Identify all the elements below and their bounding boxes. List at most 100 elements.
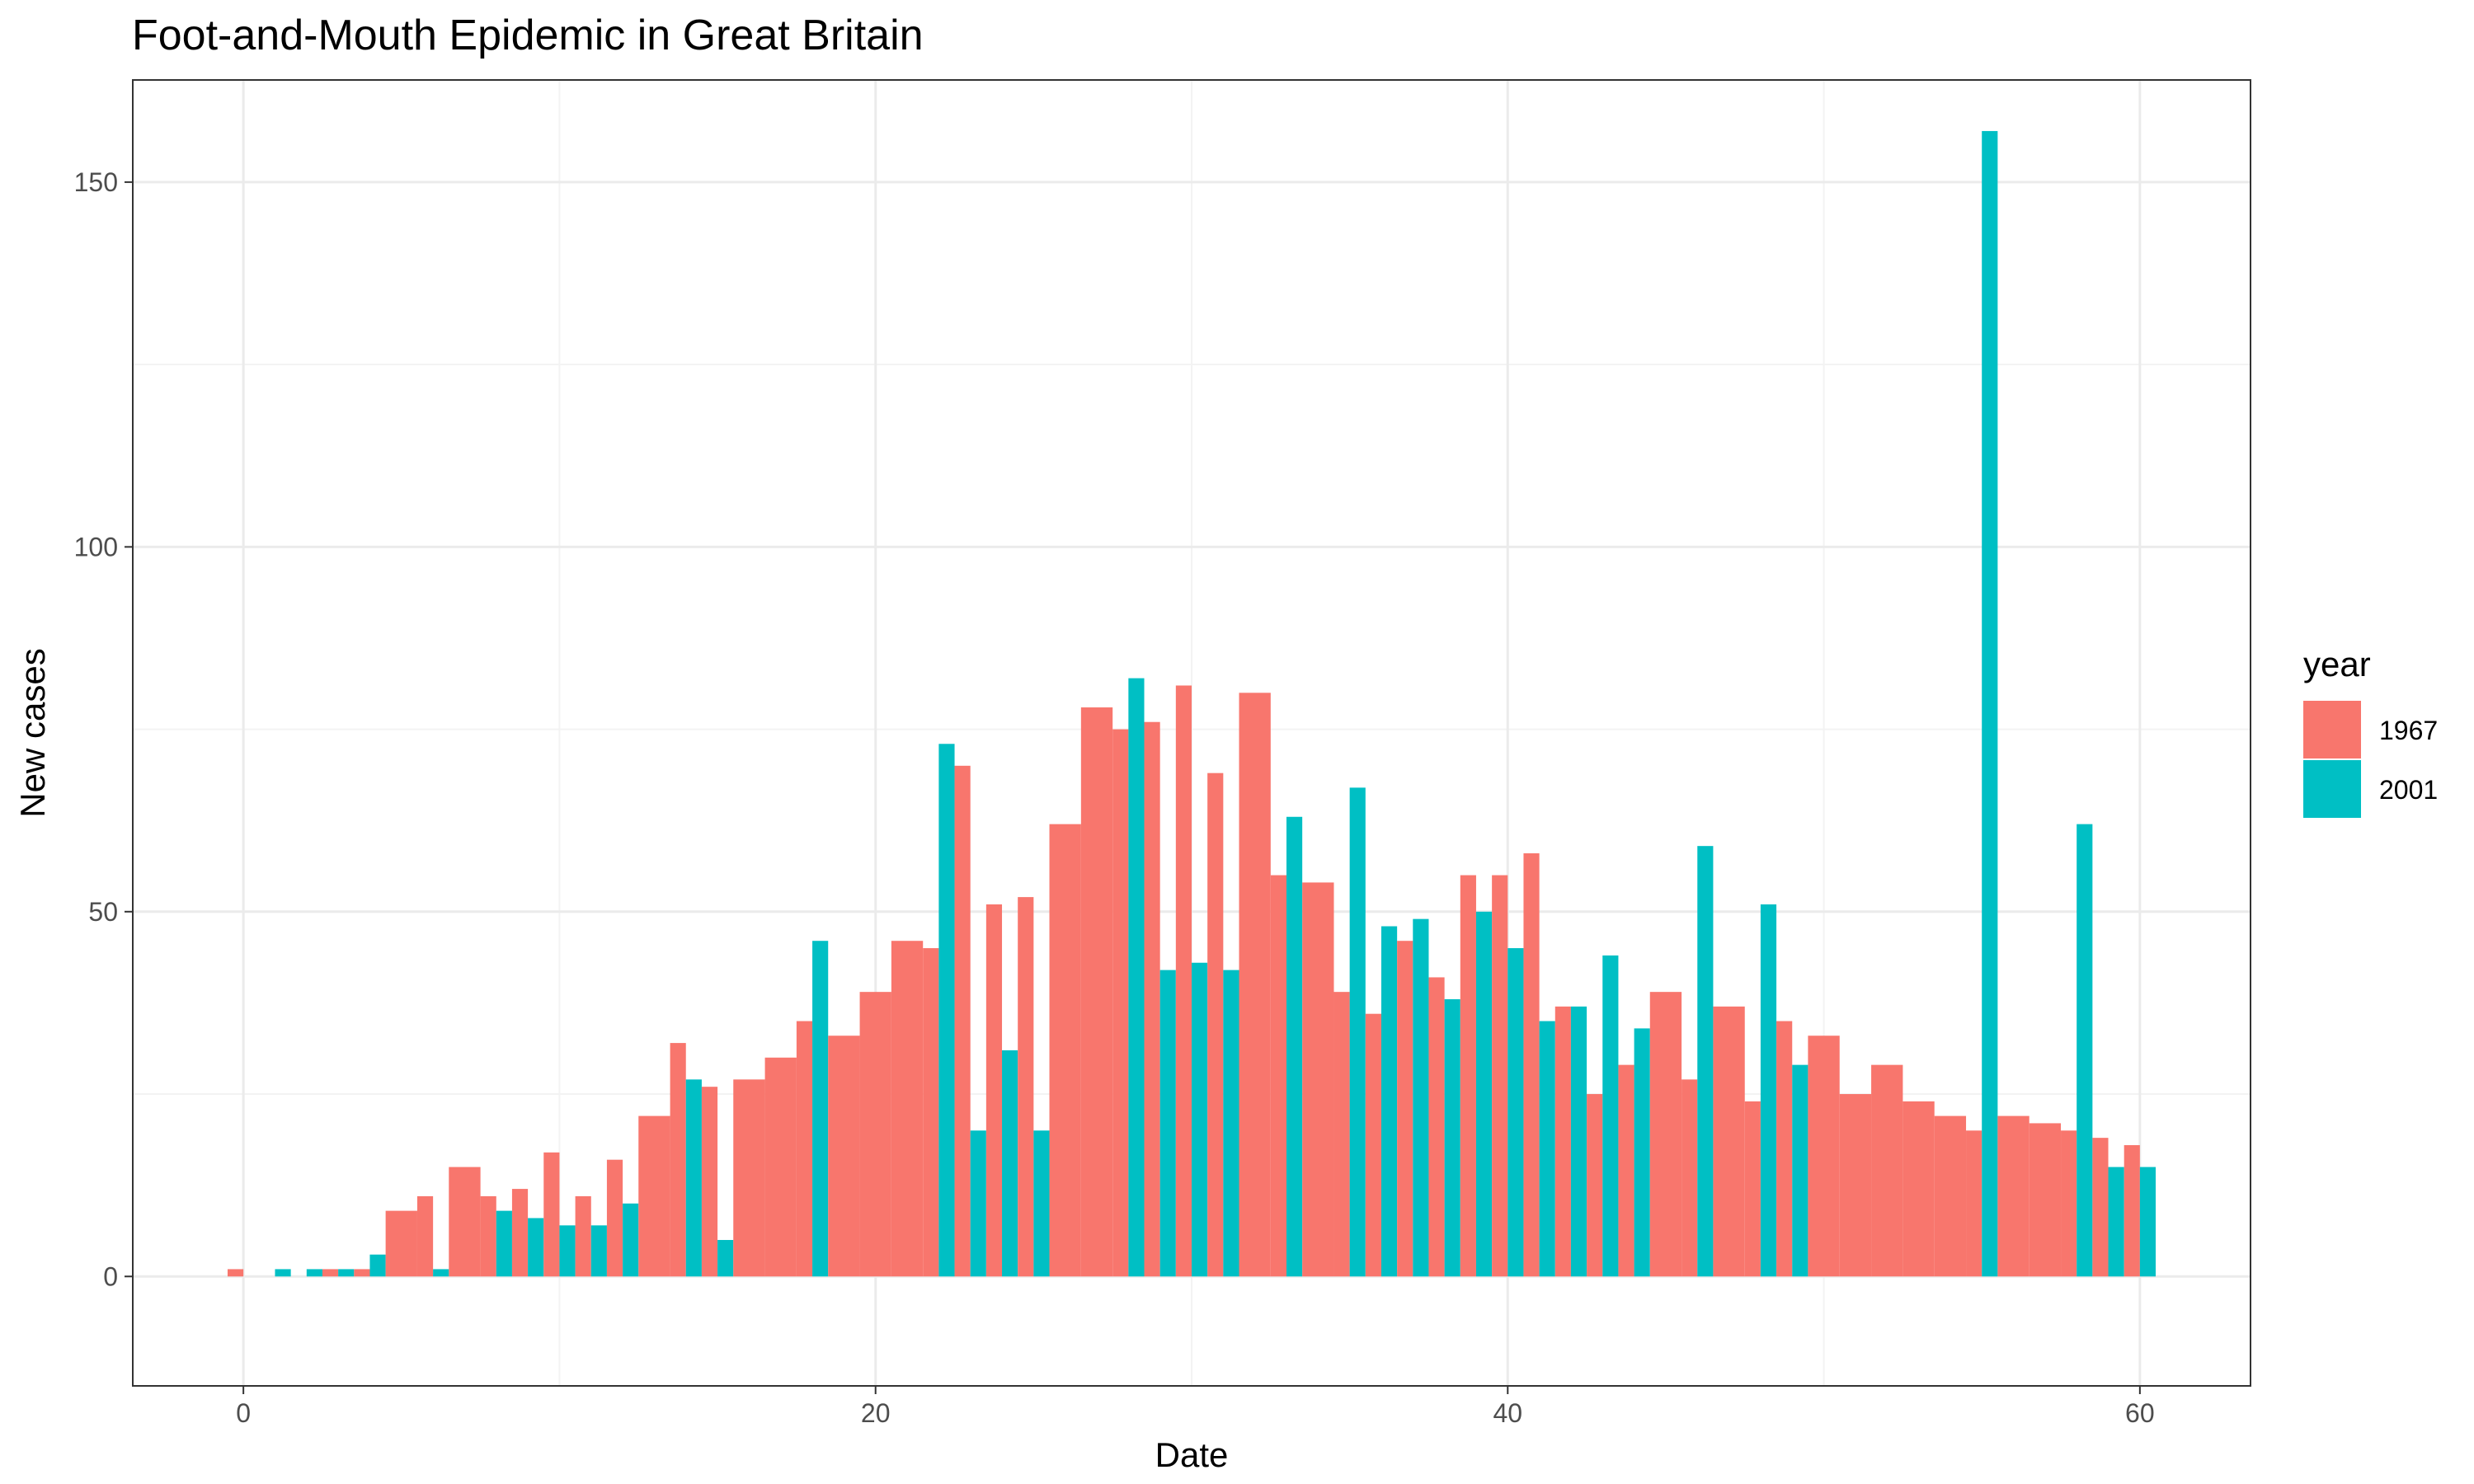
x-tick-label: 60 — [2125, 1398, 2155, 1428]
bars — [227, 130, 2157, 1277]
x-tick-label: 20 — [861, 1398, 891, 1428]
bar-1967 — [1934, 1115, 1967, 1277]
bar-2001 — [685, 1079, 702, 1277]
bar-1967 — [227, 1269, 244, 1277]
bar-1967 — [1270, 875, 1286, 1277]
bar-2001 — [2139, 1167, 2157, 1277]
y-tick-label: 150 — [74, 167, 118, 197]
bar-1967 — [322, 1269, 339, 1277]
bar-1967 — [1302, 882, 1334, 1277]
bar-2001 — [528, 1218, 544, 1277]
bar-1967 — [543, 1152, 560, 1277]
bar-1967 — [2124, 1144, 2140, 1277]
bar-1967 — [416, 1195, 434, 1277]
bar-1967 — [449, 1167, 481, 1277]
bar-1967 — [1365, 1013, 1381, 1277]
bar-2001 — [1634, 1028, 1650, 1277]
bar-1967 — [2092, 1138, 2109, 1277]
bar-2001 — [1507, 948, 1524, 1277]
bar-1967 — [2061, 1130, 2077, 1277]
legend-key-1967 — [2303, 701, 2361, 758]
chart-title: Foot-and-Mouth Epidemic in Great Britain — [132, 12, 924, 59]
bar-1967 — [575, 1195, 591, 1277]
bar-1967 — [1871, 1064, 1903, 1277]
bar-2001 — [1760, 904, 1777, 1277]
x-tick-label: 0 — [236, 1398, 251, 1428]
bar-1967 — [701, 1087, 718, 1277]
bar-1967 — [891, 941, 924, 1277]
bar-1967 — [1523, 853, 1540, 1277]
bar-1967 — [796, 1021, 813, 1277]
bar-1967 — [1018, 897, 1034, 1277]
bar-2001 — [306, 1269, 322, 1277]
bar-2001 — [1982, 130, 1998, 1277]
bar-1967 — [1744, 1101, 1761, 1277]
bar-2001 — [1349, 787, 1366, 1277]
bar-1967 — [1333, 992, 1350, 1277]
bar-2001 — [1475, 911, 1493, 1277]
bar-1967 — [2029, 1123, 2062, 1277]
bar-2001 — [2108, 1167, 2124, 1277]
bar-2001 — [1192, 962, 1208, 1277]
bar-2001 — [496, 1210, 512, 1277]
bar-2001 — [1602, 955, 1619, 1277]
bar-1967 — [1460, 875, 1476, 1277]
bar-1967 — [828, 1036, 860, 1277]
bar-1967 — [1080, 707, 1113, 1277]
bar-2001 — [938, 744, 955, 1277]
bar-2001 — [338, 1269, 355, 1277]
x-axis-title: Date — [1155, 1435, 1229, 1474]
bar-2001 — [433, 1269, 449, 1277]
bar-1967 — [1997, 1115, 2030, 1277]
bar-2001 — [717, 1240, 734, 1277]
bar-1967 — [859, 992, 891, 1277]
legend-label-2001: 2001 — [2379, 775, 2438, 805]
bar-1967 — [1428, 977, 1445, 1277]
y-tick-label: 100 — [74, 532, 118, 561]
axes: 0 50 100 150 0 20 40 60 — [74, 167, 2155, 1428]
bar-1967 — [1049, 824, 1081, 1277]
bar-2001 — [369, 1254, 386, 1277]
bar-1967 — [1839, 1094, 1872, 1277]
bar-2001 — [1697, 846, 1714, 1277]
bar-1967 — [1175, 685, 1192, 1277]
bar-2001 — [623, 1203, 639, 1277]
bar-1967 — [733, 1079, 765, 1277]
bar-2001 — [275, 1269, 291, 1277]
bar-1967 — [1681, 1079, 1698, 1277]
bar-1967 — [923, 948, 939, 1277]
bar-2001 — [1033, 1130, 1050, 1277]
bar-1967 — [480, 1195, 496, 1277]
bar-2001 — [1223, 970, 1239, 1277]
bar-1967 — [1554, 1006, 1571, 1277]
legend: year 1967 2001 — [2303, 645, 2438, 818]
bar-1967 — [1618, 1064, 1634, 1277]
bar-2001 — [1413, 918, 1429, 1277]
bar-2001 — [1286, 816, 1303, 1277]
bar-1967 — [1808, 1036, 1840, 1277]
legend-label-1967: 1967 — [2379, 716, 2438, 745]
bar-1967 — [1239, 693, 1271, 1277]
bar-1967 — [1207, 773, 1224, 1277]
bar-1967 — [511, 1189, 529, 1277]
bar-2001 — [590, 1225, 607, 1277]
bar-2001 — [1539, 1021, 1555, 1277]
bar-2001 — [1570, 1006, 1587, 1277]
bar-1967 — [670, 1043, 686, 1277]
bar-2001 — [2077, 824, 2093, 1277]
bar-2001 — [1444, 998, 1460, 1277]
bar-1967 — [606, 1159, 623, 1277]
bar-2001 — [1380, 926, 1398, 1277]
bar-1967 — [1903, 1101, 1935, 1277]
x-tick-label: 40 — [1493, 1398, 1522, 1428]
bar-1967 — [1112, 729, 1129, 1277]
bar-1967 — [1713, 1006, 1745, 1277]
bar-1967 — [985, 904, 1003, 1277]
bar-2001 — [1792, 1064, 1808, 1277]
bar-1967 — [638, 1115, 670, 1277]
bar-2001 — [812, 941, 829, 1277]
y-tick-label: 0 — [103, 1261, 118, 1291]
bar-1967 — [1492, 875, 1508, 1277]
legend-title: year — [2303, 645, 2371, 683]
